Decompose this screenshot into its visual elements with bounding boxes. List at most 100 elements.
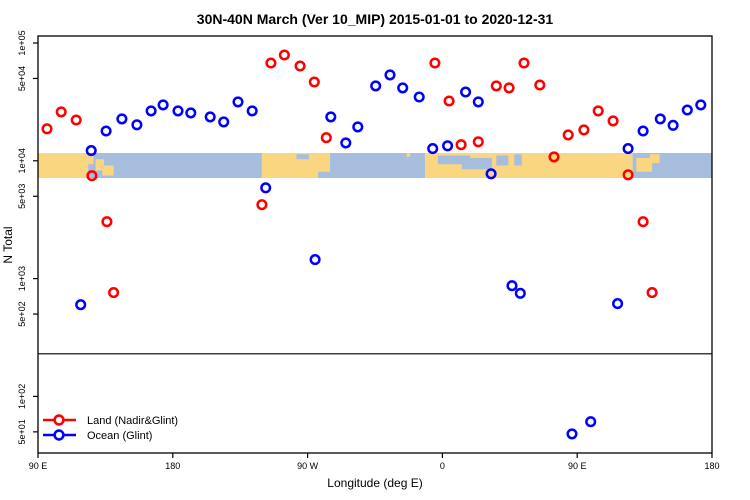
- data-point-ocean: [172, 105, 184, 117]
- map-band-land-segment: [38, 153, 89, 178]
- data-point-land: [101, 216, 113, 228]
- data-point-ocean: [246, 105, 258, 117]
- data-point-land: [320, 132, 332, 144]
- y-tick-label: 1e+05: [17, 30, 27, 55]
- legend-ocean-label: Ocean (Glint): [87, 430, 152, 442]
- data-point-ocean: [116, 113, 128, 125]
- data-point-land: [534, 79, 546, 91]
- map-patch-japan-west: [95, 159, 104, 171]
- data-point-ocean: [75, 299, 87, 311]
- data-point-ocean: [485, 168, 497, 180]
- y-axis-title: N Total: [1, 226, 15, 263]
- data-point-ocean: [340, 137, 352, 149]
- data-point-land: [108, 287, 120, 299]
- data-point-ocean: [370, 80, 382, 92]
- data-point-land: [55, 106, 67, 118]
- map-patch-japan2-south: [636, 158, 653, 172]
- map-patch-caspian-sea: [514, 154, 522, 166]
- y-tick-label: 1e+04: [17, 148, 27, 173]
- data-point-ocean: [681, 104, 693, 116]
- data-point-ocean: [131, 119, 143, 131]
- data-point-ocean: [472, 96, 484, 108]
- data-point-land: [607, 115, 619, 127]
- data-point-ocean: [232, 96, 244, 108]
- y-tick-label: 5e+04: [17, 66, 27, 91]
- data-point-land: [472, 136, 484, 148]
- data-point-ocean: [654, 113, 666, 125]
- data-point-ocean: [397, 82, 409, 94]
- data-point-ocean: [260, 182, 272, 194]
- data-point-land: [503, 82, 515, 94]
- data-point-ocean: [309, 254, 321, 266]
- data-point-land: [622, 169, 634, 181]
- legend: Land (Nadir&Glint) Ocean (Glint): [43, 414, 178, 442]
- data-point-land: [548, 151, 560, 163]
- data-point-land: [455, 139, 467, 151]
- map-patch-mediterranean-east: [461, 158, 492, 170]
- data-point-ocean: [325, 111, 337, 123]
- plot-content: 90 E 180 90 W 0 90 E 180 1e+05 5e+04 1e+04 5e+03 1…: [17, 30, 720, 471]
- data-point-ocean: [100, 125, 112, 137]
- data-point-ocean: [667, 119, 679, 131]
- map-patch-japan2-north: [649, 154, 660, 163]
- data-point-land: [86, 170, 98, 182]
- data-point-ocean: [566, 428, 578, 440]
- x-tick-label: 90 E: [29, 461, 48, 471]
- map-patch-korea: [88, 154, 94, 165]
- x-tick-label: 0: [440, 461, 445, 471]
- x-tick-label: 180: [165, 461, 180, 471]
- data-point-land: [637, 216, 649, 228]
- map-patch-gulf-of-mexico: [318, 171, 331, 178]
- data-point-ocean: [157, 99, 169, 111]
- data-point-land: [592, 105, 604, 117]
- data-point-ocean: [352, 121, 364, 133]
- data-point-land: [265, 57, 277, 69]
- data-point-ocean: [612, 298, 624, 310]
- data-point-ocean: [585, 416, 597, 428]
- data-point-land: [562, 129, 574, 141]
- y-tick-label: 5e+02: [17, 301, 27, 326]
- map-band-ocean-segment: [88, 153, 262, 178]
- data-point-ocean: [145, 105, 157, 117]
- data-point-ocean: [427, 143, 439, 155]
- data-point-land: [429, 57, 441, 69]
- data-point-land: [308, 76, 320, 88]
- data-point-land: [443, 95, 455, 107]
- data-point-ocean: [185, 107, 197, 119]
- chart-title: 30N-40N March (Ver 10_MIP) 2015-01-01 to…: [197, 11, 554, 27]
- data-point-ocean: [204, 111, 216, 123]
- map-patch-great-lakes: [296, 154, 310, 160]
- y-tick-label: 1e+03: [17, 266, 27, 291]
- data-point-land: [490, 80, 502, 92]
- map-patch-black-sea: [496, 155, 509, 166]
- data-point-ocean: [218, 116, 230, 128]
- x-tick-label: 180: [704, 461, 719, 471]
- y-tick-label: 1e+02: [17, 384, 27, 409]
- map-band-ocean-segment: [330, 153, 426, 178]
- map-patch-mediterranean-west: [437, 155, 471, 165]
- data-point-land: [41, 123, 53, 135]
- x-tick-label: 90 E: [568, 461, 587, 471]
- data-point-ocean: [85, 145, 97, 157]
- y-tick-label: 5e+03: [17, 184, 27, 209]
- data-point-land: [294, 60, 306, 72]
- map-patch-japan-east: [102, 165, 114, 176]
- legend-land-label: Land (Nadir&Glint): [87, 415, 178, 427]
- plot-border: [37, 35, 713, 454]
- data-point-land: [70, 114, 82, 126]
- data-point-ocean: [460, 86, 472, 98]
- data-point-ocean: [506, 280, 518, 292]
- data-point-land: [256, 199, 268, 211]
- data-point-ocean: [514, 287, 526, 299]
- x-axis-title: Longitude (deg E): [327, 476, 422, 490]
- data-point-ocean: [695, 99, 707, 111]
- map-patch-atlantic-island: [406, 153, 411, 157]
- data-point-land: [578, 124, 590, 136]
- legend-land-circle-icon: [53, 414, 65, 426]
- data-point-ocean: [622, 143, 634, 155]
- data-point-land: [278, 49, 290, 61]
- data-point-ocean: [413, 91, 425, 103]
- data-point-ocean: [442, 140, 454, 152]
